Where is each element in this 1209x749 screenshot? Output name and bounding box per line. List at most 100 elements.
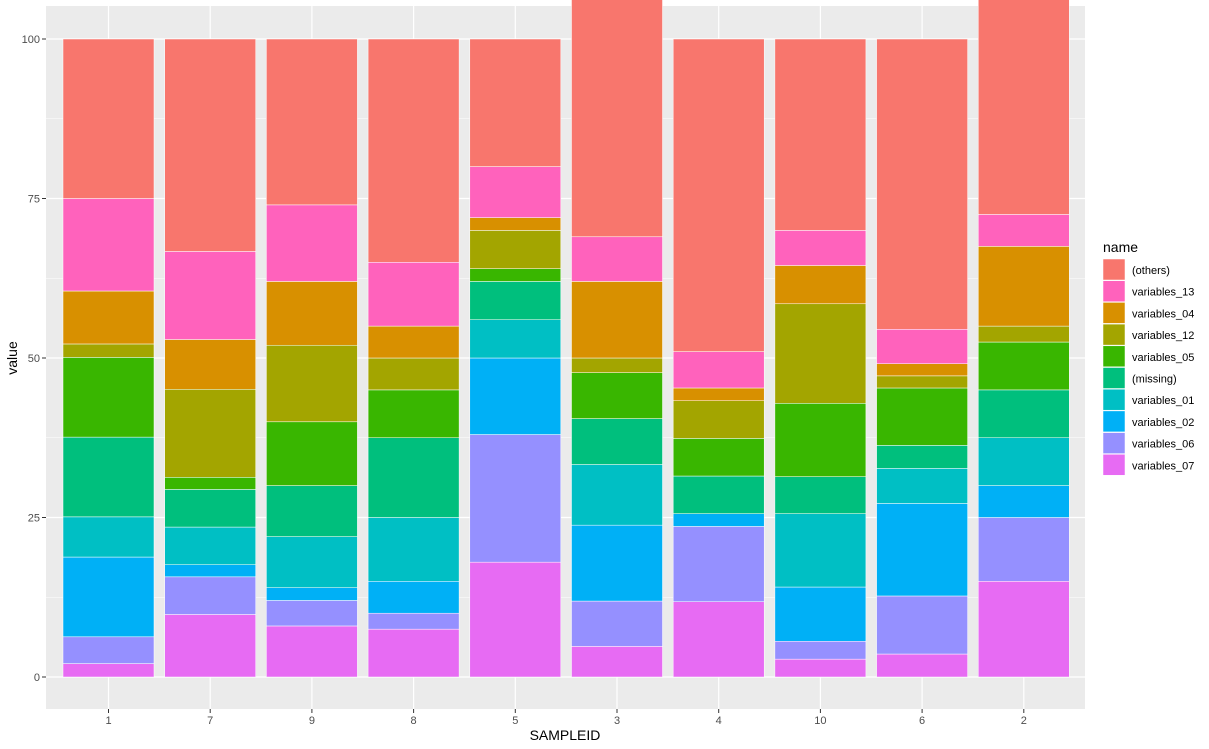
bar-segment-variables_01-10 — [774, 513, 867, 588]
bar-segment-variables_01-2 — [978, 437, 1070, 486]
y-tick-label: 75 — [28, 194, 40, 206]
bar-segment-variables_12-10 — [774, 303, 867, 404]
x-tick-label: 4 — [716, 715, 722, 727]
bar-segment-variables_02-10 — [774, 586, 867, 642]
bar-segment-variables_01-5 — [469, 319, 562, 359]
legend-label: variables_13 — [1132, 287, 1194, 299]
bar-segment-variables_05-8 — [367, 389, 460, 438]
bar-segment-variables_01-1 — [62, 516, 155, 558]
legend-title: name — [1103, 239, 1138, 255]
bar-segment-variables_07-4 — [672, 601, 765, 678]
bar-segment-others-1 — [62, 38, 155, 199]
bar-segment-variables_06-1 — [62, 636, 155, 664]
legend-swatch — [1102, 323, 1126, 346]
bar-segment-variables_04-10 — [774, 265, 867, 305]
y-tick-label: 100 — [22, 34, 40, 46]
y-tick-label: 50 — [28, 353, 40, 365]
bar-segment-variables_05-1 — [62, 357, 155, 438]
bar-segment-variables_13-3 — [571, 236, 663, 282]
legend-label: variables_07 — [1132, 460, 1194, 472]
bar-segment-variables_13-10 — [774, 230, 867, 266]
bar-segment-variables_04-8 — [367, 325, 460, 359]
bar-segment-variables_13-5 — [469, 166, 562, 218]
bar-segment-missing-4 — [672, 475, 765, 514]
bar-segment-others-9 — [266, 38, 358, 206]
bar-segment-variables_01-3 — [571, 464, 663, 526]
bar-segment-missing-9 — [266, 485, 358, 537]
legend-swatch — [1102, 410, 1126, 433]
bar-segment-others-4 — [672, 38, 765, 352]
bar-segment-variables_13-9 — [266, 204, 358, 282]
y-axis-ticks: 0 25 50 75 100 — [22, 34, 46, 684]
bar-segment-variables_02-1 — [62, 556, 155, 638]
legend-swatch — [1102, 454, 1126, 476]
bar-segment-variables_07-3 — [571, 646, 663, 678]
bar-segment-others-3 — [571, 0, 663, 238]
legend-label: variables_02 — [1132, 417, 1194, 429]
bar-segment-variables_12-6 — [876, 375, 968, 389]
bar-segment-variables_02-6 — [876, 503, 968, 597]
x-tick-label: 8 — [411, 715, 417, 727]
x-axis-ticks: 1 7 9 8 5 3 4 10 6 2 — [105, 709, 1027, 727]
bar-segment-variables_07-10 — [774, 658, 867, 678]
legend-swatch — [1102, 388, 1126, 411]
bar-segment-others-6 — [876, 38, 968, 330]
bar-segment-variables_05-6 — [876, 387, 968, 446]
bar-segment-variables_01-7 — [164, 526, 256, 565]
bar-segment-variables_06-8 — [367, 612, 460, 630]
bar-segment-variables_01-8 — [367, 517, 460, 582]
bar-segment-variables_06-4 — [672, 526, 765, 602]
x-tick-label: 1 — [105, 715, 111, 727]
bar-segment-variables_06-7 — [164, 576, 256, 615]
legend-swatch — [1102, 258, 1126, 281]
bar-segment-variables_05-4 — [672, 438, 765, 477]
bar-segment-others-7 — [164, 38, 256, 252]
bar-segment-others-5 — [469, 38, 562, 167]
bar-segment-variables_12-1 — [62, 343, 155, 358]
bar-segment-variables_02-3 — [571, 524, 663, 602]
bar-segment-missing-6 — [876, 445, 968, 469]
bar-segment-variables_07-9 — [266, 625, 358, 678]
bar-segment-variables_06-10 — [774, 641, 867, 660]
legend-label: (missing) — [1132, 374, 1177, 386]
bar-segment-variables_06-3 — [571, 600, 663, 647]
bar-segment-variables_05-5 — [469, 268, 562, 282]
bar-segment-variables_07-6 — [876, 653, 968, 678]
bar-segment-variables_13-4 — [672, 351, 765, 389]
bar-segment-variables_13-8 — [367, 262, 460, 327]
legend-label: variables_06 — [1132, 439, 1194, 451]
bar-segment-variables_04-3 — [571, 281, 663, 359]
bar-segment-variables_13-6 — [876, 329, 968, 364]
bar-segment-variables_07-2 — [978, 581, 1070, 678]
bar-segment-variables_12-5 — [469, 230, 562, 269]
bar-segment-variables_05-2 — [978, 341, 1070, 391]
x-tick-label: 6 — [919, 715, 925, 727]
bar-segment-variables_05-9 — [266, 421, 358, 486]
bar-segment-variables_07-7 — [164, 614, 256, 678]
bar-segment-variables_07-1 — [62, 663, 155, 678]
bar-segment-variables_12-3 — [571, 357, 663, 373]
bar-segment-missing-5 — [469, 281, 562, 320]
bar-segment-variables_13-2 — [978, 214, 1070, 247]
bar-segment-others-10 — [774, 38, 867, 231]
legend-swatch — [1102, 367, 1126, 389]
bar-segment-variables_04-2 — [978, 246, 1070, 327]
bar-segment-missing-2 — [978, 389, 1070, 438]
bar-segment-others-2 — [978, 0, 1070, 215]
bar-segment-variables_04-5 — [469, 217, 562, 231]
bar-segment-variables_12-8 — [367, 357, 460, 391]
bar-segment-variables_07-8 — [367, 628, 460, 678]
bar-segment-missing-10 — [774, 476, 867, 514]
y-axis-title: value — [4, 341, 20, 375]
legend-label: variables_01 — [1132, 395, 1194, 407]
bar-segment-missing-8 — [367, 437, 460, 518]
bar-segment-variables_13-1 — [62, 198, 155, 292]
bar-segment-variables_02-4 — [672, 513, 765, 527]
legend-label: variables_05 — [1132, 352, 1194, 364]
bar-segment-variables_06-6 — [876, 595, 968, 655]
legend-swatch — [1102, 280, 1126, 302]
y-tick-label: 25 — [28, 513, 40, 525]
bar-segment-variables_06-5 — [469, 434, 562, 563]
bar-segment-variables_02-9 — [266, 587, 358, 601]
x-tick-label: 7 — [207, 715, 213, 727]
